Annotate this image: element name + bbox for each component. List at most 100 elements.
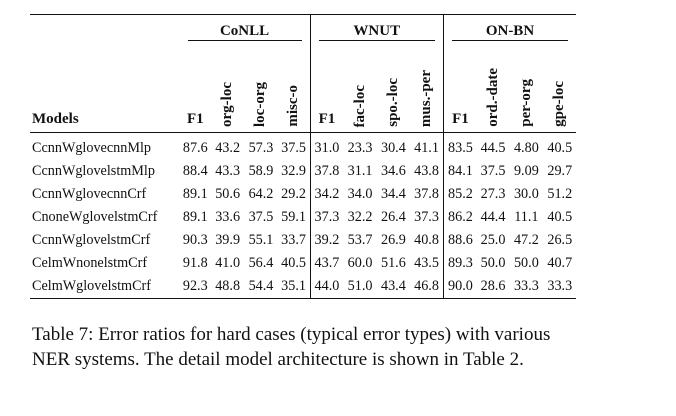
column-header: gpe-loc	[544, 48, 576, 133]
table-row: CcnnWglovecnnMlp 87.6 43.2 57.3 37.5 31.0 23.3…	[30, 132, 576, 160]
column-header: per-org	[509, 48, 543, 133]
value-cell: 43.4	[380, 278, 406, 294]
column-header-row: Models F1 org-loc loc-org misc-o F1 fac-…	[30, 48, 576, 133]
column-header-label: loc-org	[252, 82, 269, 127]
value-cell: 53.7	[347, 232, 373, 248]
column-header-label: spo.-loc	[384, 78, 401, 127]
value-cell: 88.4	[182, 163, 208, 179]
group-name: CoNLL	[219, 22, 270, 39]
value-cell: 89.1	[182, 186, 208, 202]
group-header-wnut: WNUT	[309, 14, 444, 48]
value-cell: 44.4	[480, 209, 506, 225]
value-cell: 48.8	[215, 278, 241, 294]
value-cell: 29.2	[281, 186, 306, 202]
value-cell: 55.1	[248, 232, 274, 248]
value-cell: 51.0	[347, 278, 373, 294]
value-cell: 39.9	[215, 232, 241, 248]
model-name-cell: CcnnWglovecnnMlp	[32, 140, 151, 156]
value-cell: 41.1	[414, 140, 439, 156]
column-header: ord.-date	[477, 48, 509, 133]
value-cell: 90.3	[182, 232, 208, 248]
value-cell: 34.2	[309, 183, 344, 206]
group-header-on-bn: ON-BN	[442, 14, 576, 48]
value-cell: 89.1	[182, 209, 208, 225]
value-cell: 31.0	[309, 132, 344, 160]
value-cell: 37.5	[248, 209, 274, 225]
column-header: F1	[186, 111, 204, 127]
table-row: CelmWglovelstmCrf 92.3 48.8 54.4 35.1 44.0 51.…	[30, 275, 576, 299]
group-underline: WNUT	[318, 22, 435, 41]
column-header-label: misc-o	[285, 85, 302, 127]
value-cell: 40.5	[281, 255, 306, 271]
value-cell: 43.3	[215, 163, 241, 179]
column-header: spo.-loc	[377, 48, 410, 133]
value-cell: 39.2	[309, 229, 344, 252]
table-row: CelmWnonelstmCrf 91.8 41.0 56.4 40.5 43.7 60.0…	[30, 252, 576, 275]
value-cell: 32.2	[347, 209, 373, 225]
value-cell: 34.0	[347, 186, 373, 202]
column-header-label: per-org	[517, 79, 534, 127]
column-header: misc-o	[278, 48, 310, 133]
group-name: WNUT	[353, 22, 401, 39]
value-cell: 34.4	[380, 186, 406, 202]
model-name-cell: CcnnWglovelstmCrf	[32, 232, 151, 248]
value-cell: 43.2	[215, 140, 241, 156]
model-name-cell: CelmWnonelstmCrf	[32, 255, 148, 271]
value-cell: 37.3	[309, 206, 344, 229]
column-header-label: ord.-date	[484, 68, 501, 127]
column-header: mus.-per	[410, 48, 443, 133]
value-cell: 64.2	[248, 186, 274, 202]
model-name-cell: CcnnWglovelstmMlp	[32, 163, 155, 179]
value-cell: 9.09	[513, 163, 539, 179]
group-underline: ON-BN	[451, 22, 568, 41]
value-cell: 90.0	[442, 275, 477, 299]
table-body: CcnnWglovecnnMlp 87.6 43.2 57.3 37.5 31.0 23.3…	[30, 132, 576, 299]
value-cell: 33.6	[215, 209, 241, 225]
value-cell: 11.1	[514, 209, 539, 225]
value-cell: 34.6	[380, 163, 406, 179]
value-cell: 25.0	[480, 232, 506, 248]
value-cell: 37.3	[414, 209, 439, 225]
value-cell: 92.3	[182, 278, 208, 294]
value-cell: 85.2	[442, 183, 477, 206]
value-cell: 50.0	[480, 255, 506, 271]
table-row: CcnnWglovelstmMlp 88.4 43.3 58.9 32.9 37.8 31.…	[30, 160, 576, 183]
value-cell: 33.7	[281, 232, 306, 248]
column-header-label: mus.-per	[418, 69, 435, 127]
value-cell: 4.80	[513, 140, 539, 156]
group-header-conll: CoNLL	[180, 15, 310, 49]
column-header-label: fac-loc	[351, 84, 368, 127]
column-header-label: gpe-loc	[551, 81, 568, 127]
column-header: org-loc	[211, 48, 244, 133]
value-cell: 86.2	[442, 206, 477, 229]
value-cell: 88.6	[442, 229, 477, 252]
value-cell: 50.6	[215, 186, 241, 202]
value-cell: 83.5	[442, 132, 477, 160]
table-row: CnoneWglovelstmCrf 89.1 33.6 37.5 59.1 37.3 32…	[30, 206, 576, 229]
group-header-row: CoNLL WNUT ON-BN	[30, 14, 576, 49]
column-header: fac-loc	[343, 48, 376, 133]
value-cell: 43.5	[414, 255, 439, 271]
value-cell: 54.4	[248, 278, 274, 294]
table-row: CcnnWglovecnnCrf 89.1 50.6 64.2 29.2 34.2 34.0…	[30, 183, 576, 206]
value-cell: 58.9	[248, 163, 274, 179]
value-cell: 30.4	[380, 140, 406, 156]
group-name: ON-BN	[485, 22, 535, 39]
group-underline: CoNLL	[187, 22, 302, 41]
value-cell: 50.0	[513, 255, 539, 271]
table-row: CcnnWglovelstmCrf 90.3 39.9 55.1 33.7 39.2 53.…	[30, 229, 576, 252]
value-cell: 30.0	[513, 186, 539, 202]
value-cell: 84.1	[442, 160, 477, 183]
value-cell: 23.3	[347, 140, 373, 156]
column-header: loc-org	[244, 48, 277, 133]
value-cell: 41.0	[215, 255, 241, 271]
value-cell: 35.1	[281, 278, 306, 294]
value-cell: 37.8	[309, 160, 344, 183]
value-cell: 33.3	[547, 278, 573, 294]
value-cell: 26.9	[380, 232, 406, 248]
value-cell: 60.0	[347, 255, 373, 271]
table-caption: Table 7: Error ratios for hard cases (ty…	[32, 324, 551, 370]
value-cell: 31.1	[347, 163, 373, 179]
value-cell: 27.3	[480, 186, 506, 202]
value-cell: 26.4	[380, 209, 406, 225]
